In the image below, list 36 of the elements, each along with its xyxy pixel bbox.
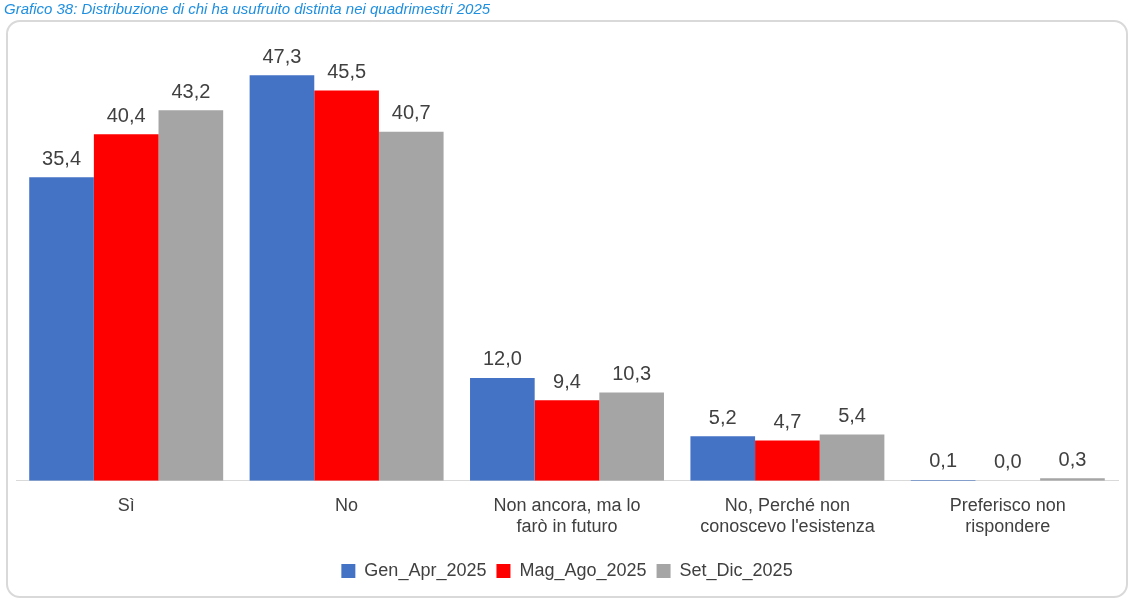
data-label: 10,3	[612, 361, 652, 384]
x-tick-label: No, Perché non conoscevo l'esistenza	[700, 494, 876, 537]
legend-label: Set_Dic_2025	[679, 559, 793, 581]
data-label: 9,4	[553, 369, 581, 392]
data-label: 4,7	[773, 410, 802, 433]
bar	[158, 110, 224, 481]
bar	[599, 392, 664, 481]
data-label: 0,0	[993, 450, 1022, 473]
legend-label: Mag_Ago_2025	[519, 559, 647, 581]
data-label: 0,3	[1058, 447, 1087, 470]
data-label: 40,4	[106, 103, 146, 126]
data-label: 0,1	[929, 449, 958, 472]
data-label: 45,5	[327, 60, 367, 83]
data-label: 35,4	[42, 146, 82, 169]
bar	[249, 75, 315, 481]
bar	[755, 440, 820, 481]
bar	[534, 400, 600, 481]
data-label: 40,7	[391, 101, 431, 124]
legend-label: Gen_Apr_2025	[364, 559, 487, 581]
x-tick-label: Sì	[117, 494, 135, 515]
x-tick-label: Non ancora, ma lo farò in futuro	[493, 494, 641, 537]
data-label: 47,3	[262, 44, 302, 67]
bar	[93, 134, 159, 481]
data-label: 5,4	[838, 404, 866, 427]
x-tick-label: No	[335, 494, 359, 515]
bar	[29, 177, 94, 481]
chart-title: Grafico 38: Distribuzione di chi ha usufruito distinta nei quadrimestri 2025	[3, 0, 492, 19]
bar	[819, 434, 885, 481]
bar	[690, 436, 756, 481]
bar	[470, 377, 535, 481]
data-label: 43,2	[171, 79, 211, 102]
bar	[378, 131, 444, 481]
x-tick-label: Preferisco non rispondere	[949, 494, 1066, 537]
data-label: 5,2	[708, 405, 737, 428]
bar	[314, 90, 379, 481]
data-label: 12,0	[482, 347, 522, 370]
